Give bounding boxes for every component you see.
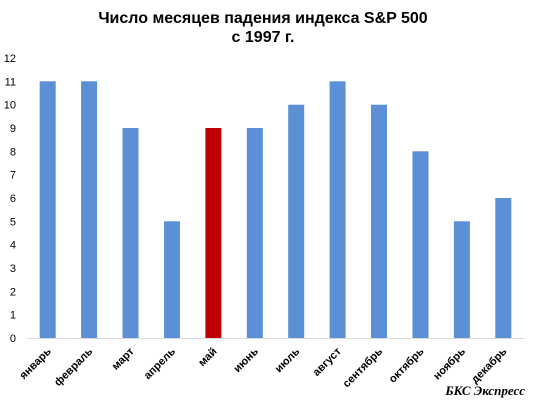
y-tick-label: 10 xyxy=(4,100,16,112)
y-tick-label: 3 xyxy=(10,263,16,275)
x-tick-label: март xyxy=(110,345,137,372)
bar xyxy=(371,104,387,338)
y-tick-label: 8 xyxy=(10,146,16,158)
x-tick-label: декабрь xyxy=(469,345,509,385)
bar xyxy=(81,81,98,339)
x-tick-label: январь xyxy=(18,345,54,381)
x-tick-label: август xyxy=(311,345,345,379)
x-tick-label: июль xyxy=(273,345,303,375)
bar xyxy=(246,128,263,338)
y-tick-label: 7 xyxy=(10,170,16,182)
y-tick-label: 5 xyxy=(10,216,16,228)
x-tick-label: ноябрь xyxy=(431,345,468,382)
y-tick-label: 11 xyxy=(5,76,16,88)
x-tick-label: апрель xyxy=(142,345,178,381)
y-tick-label: 2 xyxy=(10,286,16,298)
y-tick-label: 4 xyxy=(10,240,16,252)
x-tick-label: май xyxy=(196,346,219,369)
bar xyxy=(164,221,180,338)
bar xyxy=(453,221,470,338)
y-tick-label: 0 xyxy=(10,333,16,345)
bar xyxy=(412,151,429,338)
bar xyxy=(39,81,56,339)
x-tick-label: июнь xyxy=(232,345,262,375)
x-tick-label: февраль xyxy=(52,345,95,388)
y-tick-label: 12 xyxy=(4,53,16,65)
y-tick-label: 6 xyxy=(10,193,16,205)
x-tick-label: сентябрь xyxy=(341,345,386,390)
chart-title-line2: с 1997 г. xyxy=(232,29,295,46)
bars xyxy=(39,81,512,339)
bar xyxy=(329,81,346,339)
bar xyxy=(205,128,222,338)
bar xyxy=(122,128,139,338)
chart-title-line1: Число месяцев падения индекса S&P 500 xyxy=(98,10,427,27)
y-tick-label: 1 xyxy=(10,310,16,322)
y-tick-label: 9 xyxy=(10,123,16,135)
watermark: БКС Экспресс xyxy=(445,383,525,398)
bar xyxy=(288,104,305,338)
x-tick-label: октябрь xyxy=(387,345,427,385)
bar xyxy=(495,198,512,338)
